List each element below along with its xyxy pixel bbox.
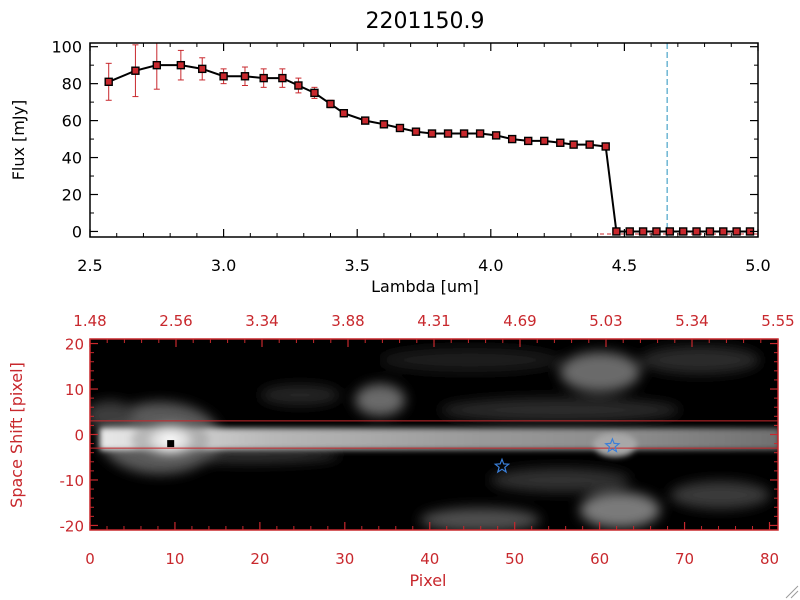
bottom-y-tick-label: 20 xyxy=(65,336,84,354)
bottom-x-tick-label: 20 xyxy=(250,550,269,568)
data-point xyxy=(395,123,405,133)
data-point xyxy=(219,72,228,81)
bottom-top-tick-label: 2.56 xyxy=(159,312,192,330)
data-point xyxy=(719,227,728,236)
star-markers xyxy=(493,437,621,474)
data-point xyxy=(310,88,319,98)
bottom-y-tick-label: 0 xyxy=(74,427,84,445)
bottom-top-tick-label: 4.69 xyxy=(503,312,536,330)
data-point xyxy=(198,64,207,74)
data-point xyxy=(652,227,661,236)
top-y-tick-label: 60 xyxy=(62,112,82,131)
bottom-x-tick-label: 60 xyxy=(590,550,609,568)
bottom-y-tick-label: -10 xyxy=(60,472,85,490)
chart-title: 2201150.9 xyxy=(366,9,485,34)
top-axes: 2.5 3.0 3.5 4.0 4.5 5.0 0 20 40 60 80 100 xyxy=(51,38,770,275)
data-point xyxy=(507,134,517,144)
top-x-tick-label: 3.0 xyxy=(211,256,236,275)
image-trace xyxy=(100,416,778,464)
top-ylabel: Flux [mJy] xyxy=(9,100,28,181)
bottom-x-tick-label: 70 xyxy=(675,550,694,568)
star-icon xyxy=(493,457,511,474)
data-point xyxy=(732,227,741,236)
top-errorbars xyxy=(105,42,609,149)
top-series-line xyxy=(108,64,750,233)
bottom-x-tick-label: 40 xyxy=(420,550,439,568)
data-point xyxy=(569,140,578,149)
data-point xyxy=(339,109,349,118)
top-y-tick-label: 40 xyxy=(62,149,82,168)
data-point xyxy=(556,138,565,147)
data-point xyxy=(692,227,701,236)
data-point xyxy=(131,66,140,75)
top-plot: 2.5 3.0 3.5 4.0 4.5 5.0 0 20 40 60 80 100 xyxy=(51,38,770,275)
bottom-top-tick-label: 3.34 xyxy=(245,312,278,330)
data-point xyxy=(443,129,453,138)
data-point xyxy=(411,127,421,136)
top-x-tick-label: 4.0 xyxy=(478,256,503,275)
top-x-tick-label: 4.5 xyxy=(612,256,637,275)
data-point xyxy=(638,227,648,236)
top-x-tick-label: 3.5 xyxy=(344,256,369,275)
top-y-tick-label: 0 xyxy=(72,222,82,241)
data-point xyxy=(540,136,549,146)
data-point xyxy=(326,99,335,109)
top-y-tick-label: 100 xyxy=(51,38,82,57)
data-point xyxy=(278,73,287,83)
data-point xyxy=(705,227,715,236)
data-point xyxy=(104,77,113,87)
bottom-top-tick-label: 5.55 xyxy=(761,312,794,330)
top-xlabel: Lambda [um] xyxy=(371,277,479,296)
data-point xyxy=(612,227,621,236)
top-markers xyxy=(104,60,755,236)
bottom-ylabel: Space Shift [pixel] xyxy=(7,362,26,508)
data-point xyxy=(665,227,675,236)
top-y-tick-label: 20 xyxy=(62,186,82,205)
data-point xyxy=(678,227,688,236)
data-point xyxy=(475,129,485,138)
data-point xyxy=(240,72,250,81)
source-marker xyxy=(167,440,175,448)
data-point xyxy=(459,129,469,138)
bottom-y-tick-label: 10 xyxy=(65,381,84,399)
bottom-top-tick-label: 5.03 xyxy=(589,312,622,330)
bottom-top-tick-label: 3.88 xyxy=(331,312,364,330)
data-point xyxy=(427,129,437,138)
data-point xyxy=(361,116,370,125)
data-point xyxy=(601,142,610,151)
data-point xyxy=(294,81,303,90)
data-point xyxy=(524,136,533,146)
bottom-x-tick-label: 50 xyxy=(505,550,524,568)
spectral-image xyxy=(90,339,778,530)
bottom-x-tick-label: 10 xyxy=(165,550,184,568)
bottom-top-tick-label: 5.34 xyxy=(675,312,708,330)
top-y-tick-label: 80 xyxy=(62,75,82,94)
data-point xyxy=(625,227,634,236)
bottom-y-tick-label: -20 xyxy=(60,517,85,535)
bottom-xlabel: Pixel xyxy=(409,571,446,590)
bottom-top-tick-label: 4.31 xyxy=(417,312,450,330)
data-point xyxy=(259,73,268,83)
data-point xyxy=(379,120,389,129)
top-plot-frame xyxy=(89,42,759,238)
data-point xyxy=(176,60,186,70)
bottom-x-tick-label: 0 xyxy=(85,550,95,568)
star-icon xyxy=(604,437,621,453)
data-point xyxy=(491,131,501,140)
data-point xyxy=(152,60,162,70)
data-point xyxy=(585,140,594,149)
bottom-axes: 0 10 20 30 40 50 60 70 80 1.48 2.56 3.34 3.88 4.31 4.6… xyxy=(60,312,795,568)
bottom-x-tick-label: 30 xyxy=(335,550,354,568)
bottom-top-tick-label: 1.48 xyxy=(73,312,106,330)
top-x-tick-label: 5.0 xyxy=(745,256,770,275)
bottom-x-tick-label: 80 xyxy=(760,550,779,568)
resize-grip-icon xyxy=(785,585,799,599)
top-x-tick-label: 2.5 xyxy=(77,256,102,275)
